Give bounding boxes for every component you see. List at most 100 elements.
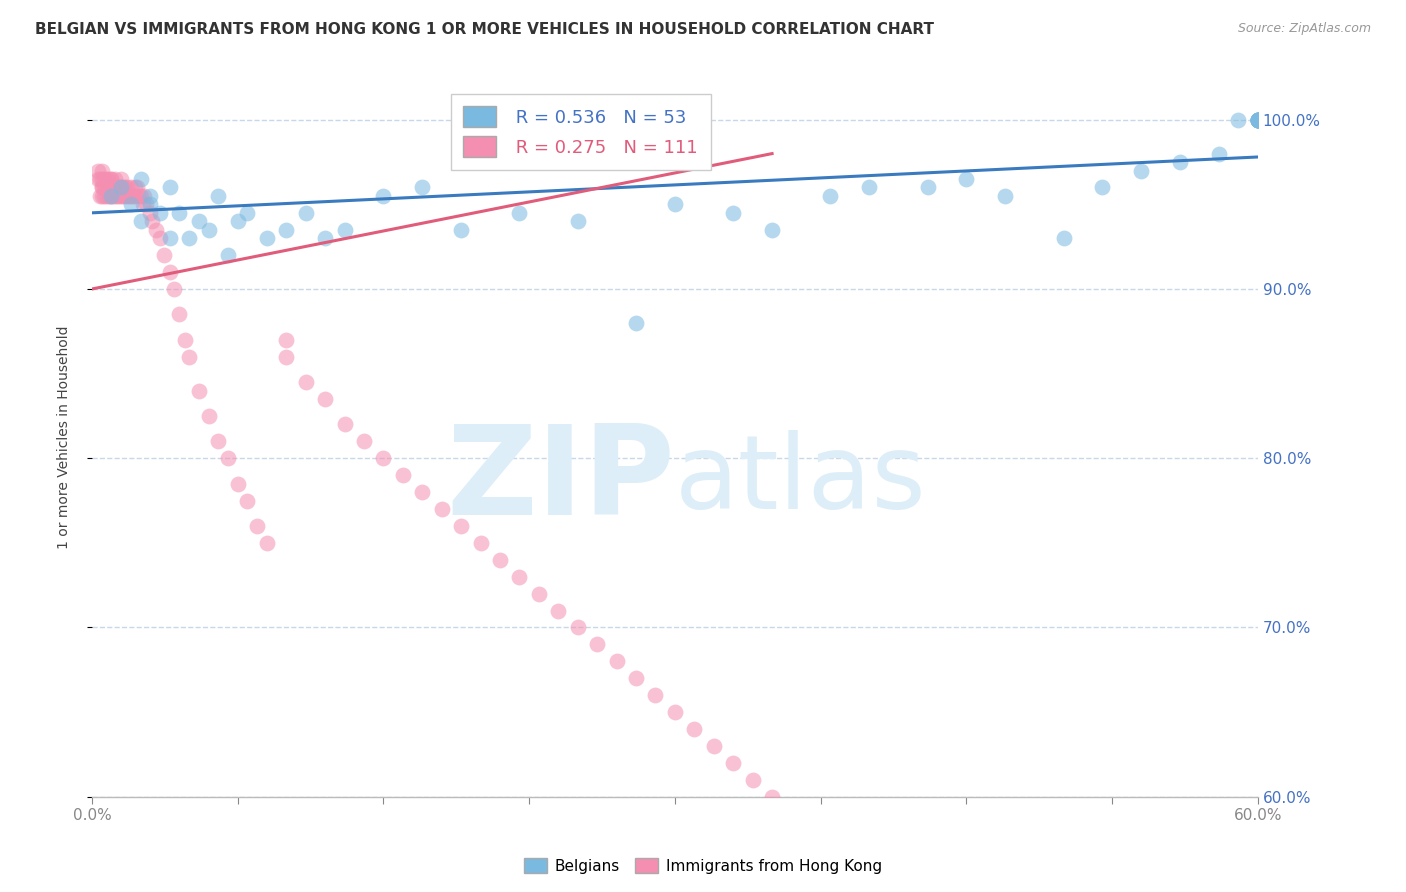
Point [89,189,111,203]
Point [294,206,316,220]
Point [820,823,842,838]
Point [917,180,939,194]
Point [93,180,115,194]
Point [820,189,842,203]
Point [586,637,609,651]
Point [226,214,249,228]
Legend:  R = 0.536   N = 53,  R = 0.275   N = 111: R = 0.536 N = 53, R = 0.275 N = 111 [451,94,710,169]
Point [105,180,128,194]
Point [179,231,201,245]
Point [90,189,112,203]
Point [547,603,569,617]
Point [90,172,112,186]
Point [121,189,143,203]
Point [780,806,803,821]
Point [120,180,142,194]
Point [624,316,647,330]
Point [207,434,229,449]
Point [450,223,472,237]
Point [1227,112,1250,127]
Point [1208,146,1230,161]
Point [114,180,136,194]
Point [96,180,118,194]
Point [236,206,259,220]
Point [89,172,111,186]
Point [1247,112,1270,127]
Point [333,223,356,237]
Point [276,223,298,237]
Point [955,172,977,186]
Text: BELGIAN VS IMMIGRANTS FROM HONG KONG 1 OR MORE VEHICLES IN HOUSEHOLD CORRELATION: BELGIAN VS IMMIGRANTS FROM HONG KONG 1 O… [35,22,934,37]
Point [276,333,298,347]
Point [110,180,132,194]
Point [217,451,239,466]
Point [124,180,146,194]
Text: ZIP: ZIP [446,420,675,541]
Point [100,180,122,194]
Point [96,189,118,203]
Point [94,172,117,186]
Point [974,891,997,892]
Point [169,206,191,220]
Point [145,223,167,237]
Point [87,163,110,178]
Point [129,214,152,228]
Point [994,189,1017,203]
Point [94,180,117,194]
Point [98,180,121,194]
Point [276,350,298,364]
Point [1247,112,1270,127]
Point [115,189,138,203]
Point [197,409,219,423]
Point [314,392,336,406]
Point [90,180,112,194]
Point [98,189,121,203]
Point [135,197,157,211]
Point [236,493,259,508]
Point [96,172,118,186]
Point [217,248,239,262]
Point [314,231,336,245]
Point [294,375,316,389]
Point [1247,112,1270,127]
Point [256,536,278,550]
Point [141,214,163,228]
Point [207,189,229,203]
Point [120,189,142,203]
Point [392,468,415,483]
Point [858,180,880,194]
Point [100,189,122,203]
Point [450,519,472,533]
Point [430,502,453,516]
Point [1091,180,1114,194]
Point [110,172,132,186]
Point [153,248,176,262]
Point [187,214,209,228]
Point [93,172,115,186]
Point [1247,112,1270,127]
Point [373,189,395,203]
Point [124,189,146,203]
Point [373,451,395,466]
Point [624,671,647,685]
Point [87,172,110,186]
Point [94,189,117,203]
Point [149,231,172,245]
Point [246,519,269,533]
Point [858,840,880,855]
Point [741,772,763,787]
Point [897,857,920,871]
Point [664,197,686,211]
Point [1052,231,1074,245]
Point [703,739,725,753]
Point [104,189,127,203]
Text: Source: ZipAtlas.com: Source: ZipAtlas.com [1237,22,1371,36]
Point [1247,112,1270,127]
Point [115,180,138,194]
Point [103,180,125,194]
Point [100,189,122,203]
Point [108,180,131,194]
Point [353,434,375,449]
Point [114,189,136,203]
Point [108,189,131,203]
